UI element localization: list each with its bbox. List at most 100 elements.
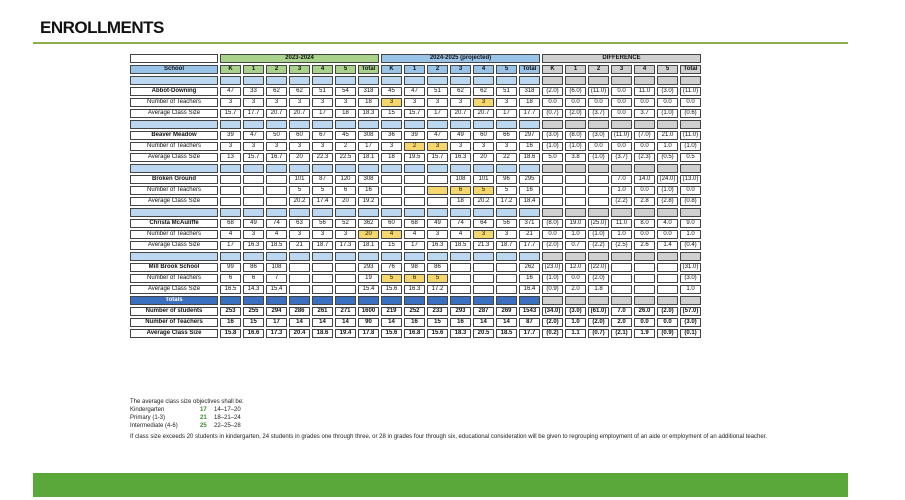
table-cell: (0.4) bbox=[680, 241, 701, 250]
objective-range: 14–17–20 bbox=[214, 407, 241, 413]
table-cell: (1.0) bbox=[657, 109, 678, 118]
table-cell: (3.0) bbox=[657, 87, 678, 96]
block-separator-cell bbox=[588, 252, 609, 261]
table-cell: 20 bbox=[289, 153, 310, 162]
objective-item: Kindergarten 17 14–17–20 bbox=[130, 406, 830, 414]
objective-range: 22–25–28 bbox=[214, 423, 241, 429]
table-cell bbox=[289, 263, 310, 272]
block-separator-cell bbox=[473, 252, 494, 261]
table-cell: 3 bbox=[404, 98, 425, 107]
table-cell: 15 bbox=[381, 109, 402, 118]
table-cell: 0.0 bbox=[611, 98, 632, 107]
block-separator-cell bbox=[611, 164, 632, 173]
table-cell: (2.0) bbox=[565, 109, 586, 118]
table-cell: 6 bbox=[243, 274, 264, 283]
table-cell: 15 bbox=[243, 318, 264, 327]
grade-column-header: K bbox=[220, 65, 241, 74]
table-cell: 18.1 bbox=[358, 153, 379, 162]
table-cell: 1.0 bbox=[680, 230, 701, 239]
table-cell: 62 bbox=[450, 87, 471, 96]
table-cell: (7.0) bbox=[634, 131, 655, 140]
table-cell: 297 bbox=[519, 131, 540, 140]
table-cell: 21 bbox=[519, 230, 540, 239]
table-cell: 17 bbox=[496, 109, 517, 118]
block-separator-cell bbox=[450, 208, 471, 217]
totals-band-cell bbox=[335, 296, 356, 305]
table-cell: 101 bbox=[473, 175, 494, 184]
table-cell: 219 bbox=[381, 307, 402, 316]
block-separator-cell bbox=[473, 76, 494, 85]
table-cell bbox=[381, 175, 402, 184]
objective-level: Kindergarten bbox=[130, 407, 165, 413]
table-cell bbox=[611, 285, 632, 294]
row-label: Average Class Size bbox=[130, 329, 218, 338]
grade-column-header: 2 bbox=[266, 65, 287, 74]
table-cell: 0.0 bbox=[611, 142, 632, 151]
table-cell: 56 bbox=[496, 219, 517, 228]
table-cell: 1.0 bbox=[611, 230, 632, 239]
table-row: Number of Teachers 3 3 3 3 3 2 17 3 2 3 3 3 3 16 (1.0)(… bbox=[130, 142, 701, 151]
table-cell: 17 bbox=[266, 318, 287, 327]
header-corner bbox=[130, 54, 218, 63]
totals-band-cell bbox=[266, 296, 287, 305]
block-separator-cell bbox=[634, 120, 655, 129]
table-cell: 12.0 bbox=[565, 263, 586, 272]
table-cell bbox=[565, 186, 586, 195]
totals-band-cell bbox=[220, 296, 241, 305]
table-row: Number of Teachers 4 3 4 3 3 3 20 4 4 3 4 3 3 21 0.0 1.0… bbox=[130, 230, 701, 239]
grade-column-header: 1 bbox=[565, 65, 586, 74]
table-cell: 17.3 bbox=[335, 241, 356, 250]
table-cell: 286 bbox=[289, 307, 310, 316]
block-separator-cell bbox=[680, 252, 701, 261]
table-cell: 74 bbox=[450, 219, 471, 228]
table-cell: (0.5) bbox=[657, 153, 678, 162]
table-row: Number of Teachers 5 5 6 16 6 5 5 16 1.0 0.0 (1.0) 0… bbox=[130, 186, 701, 195]
totals-band-cell bbox=[588, 296, 609, 305]
table-cell: 17.7 bbox=[519, 329, 540, 338]
table-cell: (25.0) bbox=[588, 219, 609, 228]
table-cell: 261 bbox=[312, 307, 333, 316]
table-cell: 20.4 bbox=[289, 329, 310, 338]
table-cell: 3 bbox=[473, 98, 494, 107]
table-cell: 2 bbox=[404, 142, 425, 151]
grade-column-header: 5 bbox=[335, 65, 356, 74]
block-separator-cell bbox=[381, 120, 402, 129]
table-cell: 98 bbox=[404, 263, 425, 272]
table-cell: 18.4 bbox=[519, 197, 540, 206]
table-cell: (11.0) bbox=[680, 87, 701, 96]
table-cell: 13 bbox=[220, 153, 241, 162]
block-separator-cell bbox=[450, 164, 471, 173]
table-cell: 262 bbox=[519, 263, 540, 272]
row-label: Number of Teachers bbox=[130, 274, 218, 283]
table-cell: 17.7 bbox=[519, 109, 540, 118]
table-cell: (2.0) bbox=[542, 241, 563, 250]
table-cell: 16.3 bbox=[450, 153, 471, 162]
table-cell: 9.0 bbox=[680, 219, 701, 228]
table-cell bbox=[473, 274, 494, 283]
block-separator-cell bbox=[243, 164, 264, 173]
table-cell: 20.7 bbox=[473, 109, 494, 118]
table-cell: (2.5) bbox=[611, 241, 632, 250]
table-cell: (0.7) bbox=[542, 109, 563, 118]
totals-band-cell bbox=[611, 296, 632, 305]
table-cell: 0.0 bbox=[634, 318, 655, 327]
totals-band-cell bbox=[473, 296, 494, 305]
table-cell: 18.6 bbox=[312, 329, 333, 338]
table-cell: 8.0 bbox=[634, 219, 655, 228]
table-cell: 2.8 bbox=[634, 197, 655, 206]
table-cell: 64 bbox=[473, 219, 494, 228]
table-cell: 253 bbox=[220, 307, 241, 316]
table-cell bbox=[565, 197, 586, 206]
table-row: Average Class Size 13 15.7 16.7 20 22.3 22.5 18… bbox=[130, 153, 701, 162]
block-separator-cell bbox=[335, 208, 356, 217]
table-cell: 6 bbox=[404, 274, 425, 283]
block-separator-cell bbox=[565, 120, 586, 129]
table-cell: 1.0 bbox=[657, 142, 678, 151]
block-separator-cell bbox=[381, 208, 402, 217]
block-separator-cell bbox=[634, 208, 655, 217]
table-cell: 3 bbox=[266, 98, 287, 107]
grade-column-header: 3 bbox=[450, 65, 471, 74]
table-cell: 14 bbox=[473, 318, 494, 327]
table-cell: 20 bbox=[358, 230, 379, 239]
block-separator-cell bbox=[381, 164, 402, 173]
